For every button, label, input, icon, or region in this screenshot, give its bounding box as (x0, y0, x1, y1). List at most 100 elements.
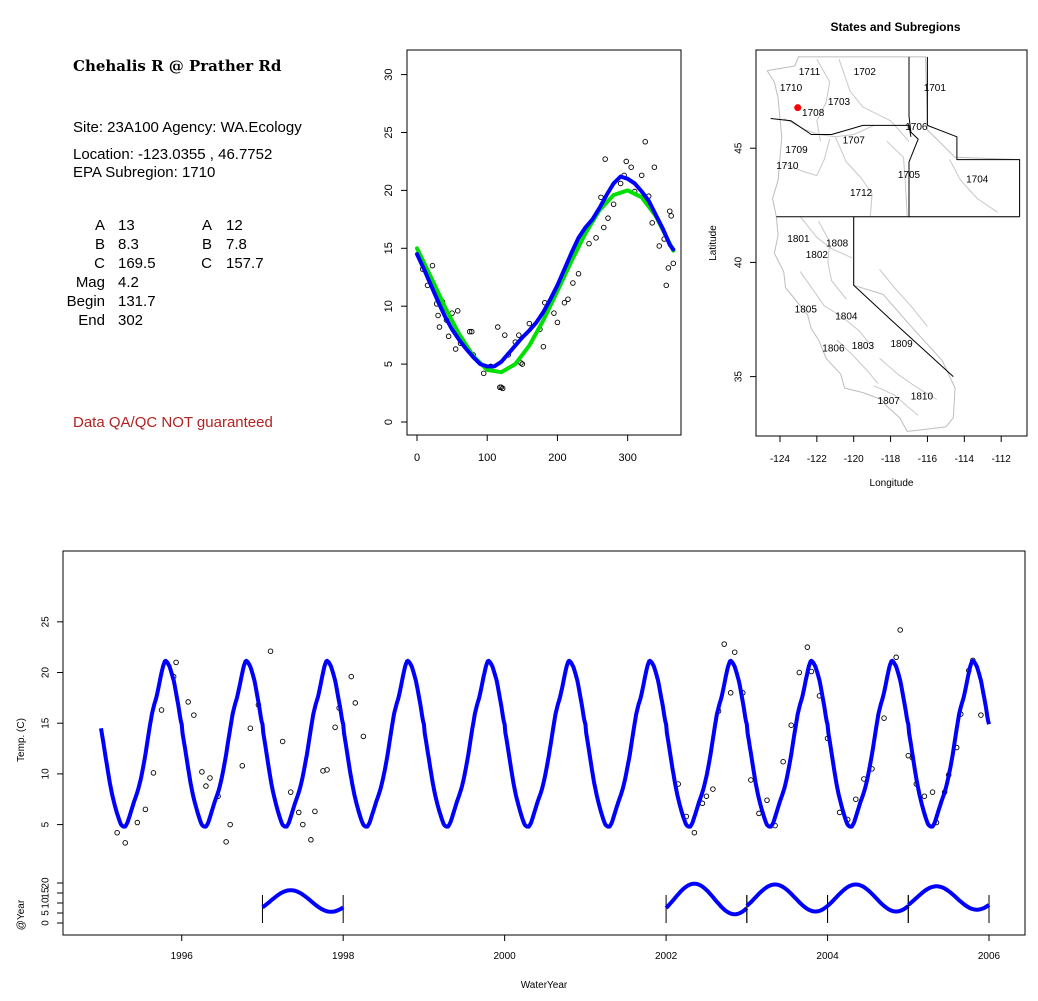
param-label: B (94, 236, 105, 253)
param-label: A (94, 217, 105, 234)
subregion-label: 1808 (826, 238, 849, 249)
y-tick-label: 10 (383, 300, 395, 312)
x-tick-label: -120 (844, 454, 864, 465)
observation-point (312, 808, 318, 815)
x-tick-label: -118 (881, 454, 901, 465)
observation-point (287, 789, 294, 795)
y-tick-label: 5 (383, 361, 395, 367)
subregion-boundary (838, 58, 910, 142)
state-border-idaho-mt (926, 56, 1021, 217)
subregion-label: 1709 (785, 145, 808, 156)
year-curve (261, 888, 345, 914)
observation-point (267, 648, 274, 654)
observation-point (360, 733, 367, 740)
observation-point (780, 758, 786, 765)
map-title: States and Subregions (830, 20, 960, 34)
x-tick-label: -116 (918, 454, 938, 465)
param-value: 4.2 (118, 274, 139, 291)
x-tick-label: 2006 (978, 951, 1001, 962)
observation-point (668, 213, 674, 219)
year-ylabel: @Year (16, 899, 27, 930)
map-xlabel: Longitude (870, 478, 914, 489)
subregion-boundary (886, 141, 908, 217)
observation-point (332, 724, 338, 731)
subregion-label: 1804 (835, 312, 858, 323)
state-border-wa-or (770, 118, 912, 137)
param-label: Begin (66, 293, 105, 310)
y-tick-label: 20 (41, 667, 52, 679)
subregion-label: 1702 (854, 67, 877, 78)
x-tick-label: 200 (548, 452, 566, 464)
observation-point (897, 627, 903, 633)
subregion-boundary (785, 138, 831, 177)
observation-point (495, 324, 501, 330)
observation-point (623, 158, 630, 165)
subregion-boundary (818, 221, 847, 300)
observation-point (721, 641, 727, 647)
param-value-alt: 157.7 (226, 255, 264, 272)
observation-point (173, 659, 179, 666)
y-tick-label: 25 (41, 616, 52, 628)
observation-point (142, 806, 149, 813)
subregion-boundary (879, 268, 928, 327)
param-label: C (94, 255, 105, 272)
observation-point (691, 829, 698, 836)
subregion-boundary (949, 159, 998, 213)
observation-point (929, 789, 936, 795)
observation-point (122, 840, 128, 846)
subregion-label: 1707 (843, 136, 866, 147)
subregion-label: 1706 (905, 122, 928, 133)
observation-point (703, 793, 710, 799)
observation-point (651, 164, 658, 170)
y-tick-label: 0 (383, 419, 395, 425)
observation-point (223, 839, 229, 845)
param-value: 13 (118, 217, 135, 234)
observation-point (191, 712, 197, 718)
observation-point (727, 690, 734, 696)
observation-point (649, 220, 655, 226)
subregion-label: 1704 (966, 174, 989, 185)
observation-point (656, 243, 663, 249)
observation-point (480, 370, 487, 377)
observation-point (551, 310, 557, 316)
observation-point (247, 725, 254, 732)
y-tick-label: 40 (734, 256, 745, 268)
observation-point (554, 319, 561, 326)
location-line: Location: -123.0355 , 46.7752 (73, 146, 273, 163)
x-tick-label: 0 (414, 452, 420, 464)
timeseries-xlabel: WaterYear (521, 980, 568, 991)
x-tick-label: -124 (770, 454, 790, 465)
observation-point (565, 296, 571, 302)
x-tick-label: 1996 (171, 951, 194, 962)
observation-point (978, 712, 984, 718)
y-tick-label: 20 (383, 184, 395, 196)
subregion-label: 1803 (852, 341, 875, 352)
model-curve (99, 658, 991, 829)
observation-point (710, 786, 716, 792)
observation-point (605, 215, 611, 221)
x-tick-label: 100 (478, 452, 496, 464)
y-tick-label: 15 (383, 242, 395, 254)
subregion-label: 1806 (822, 343, 845, 354)
subregion-boundary (799, 216, 853, 259)
param-label: Mag (75, 274, 105, 291)
observation-point (203, 783, 209, 789)
observation-point (561, 299, 568, 306)
y-tick-label: 10 (41, 768, 52, 780)
param-label-alt: A (201, 217, 212, 234)
year-curve (745, 882, 829, 914)
observation-point (296, 809, 302, 816)
observation-point (454, 308, 461, 314)
subregion-label: 1708 (802, 108, 825, 119)
qa-warning: Data QA/QC NOT guaranteed (73, 414, 273, 431)
observation-point (593, 235, 599, 241)
annual-plot-frame (406, 49, 682, 436)
observation-point (526, 320, 533, 327)
timeseries-frame (62, 550, 1026, 936)
observation-point (665, 265, 672, 271)
y-tick-label: 25 (383, 126, 395, 138)
observation-point (499, 385, 506, 392)
site-marker (794, 104, 802, 112)
y2-tick-label: 0 (41, 920, 52, 926)
y2-tick-label: 20 (41, 877, 52, 889)
